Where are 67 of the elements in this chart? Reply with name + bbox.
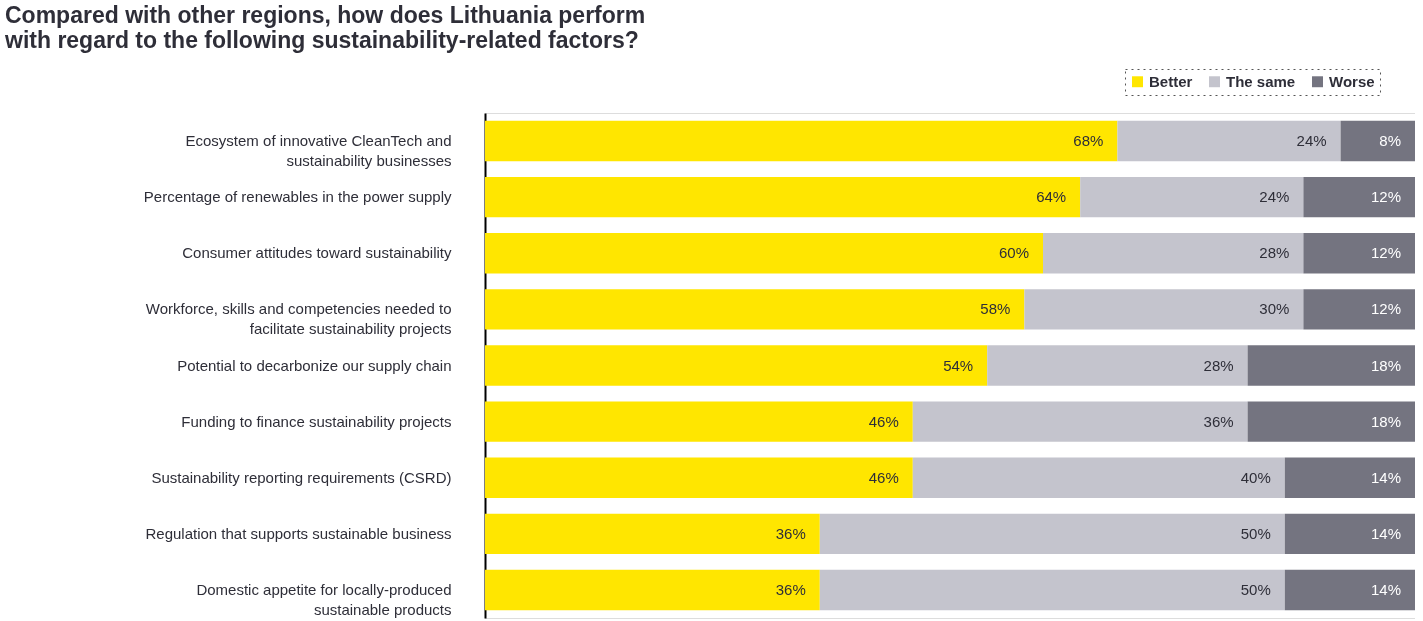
bar bbox=[1043, 233, 1304, 274]
chart-title: Compared with other regions, how does Lithuania perform with regard to the following sustainability-related factors? bbox=[4, 1, 646, 53]
data-label: 8% bbox=[1379, 132, 1401, 150]
data-label: 36% bbox=[1203, 412, 1234, 430]
y-tick-label: Domestic appetite for locally-produced sustainable products bbox=[196, 580, 452, 618]
bar bbox=[485, 233, 1043, 274]
data-label: 50% bbox=[1240, 580, 1271, 598]
data-label: 46% bbox=[868, 412, 899, 430]
data-label: 24% bbox=[1296, 132, 1327, 150]
bar bbox=[485, 176, 1081, 218]
bar bbox=[1080, 176, 1304, 218]
data-label: 54% bbox=[943, 356, 974, 374]
legend-label: Worse bbox=[1329, 72, 1375, 90]
data-label: 28% bbox=[1259, 244, 1290, 262]
bar bbox=[819, 513, 1285, 555]
y-tick-label: Potential to decarbonize our supply chain bbox=[177, 356, 452, 374]
data-label: 36% bbox=[775, 524, 806, 542]
bar bbox=[987, 345, 1248, 386]
data-label: 40% bbox=[1240, 468, 1271, 486]
bar bbox=[1284, 457, 1415, 498]
legend-label: The same bbox=[1226, 72, 1296, 90]
y-tick-label: Consumer attitudes toward sustainability bbox=[182, 244, 452, 262]
bar bbox=[1284, 569, 1415, 611]
bar bbox=[1303, 233, 1415, 274]
bar bbox=[1303, 289, 1415, 330]
data-label: 60% bbox=[998, 244, 1029, 262]
data-label: 30% bbox=[1259, 300, 1290, 318]
data-label: 50% bbox=[1240, 524, 1271, 542]
data-label: 58% bbox=[980, 300, 1011, 318]
y-tick-label: Workforce, skills and competencies needed to facilitate sustainability projects bbox=[145, 300, 452, 338]
data-label: 14% bbox=[1370, 468, 1401, 486]
legend-label: Better bbox=[1149, 72, 1193, 90]
data-label: 24% bbox=[1259, 188, 1290, 206]
bar bbox=[485, 457, 913, 498]
data-label: 68% bbox=[1073, 132, 1104, 150]
y-tick-label: Regulation that supports sustainable business bbox=[145, 524, 452, 542]
bar bbox=[912, 457, 1285, 498]
bar bbox=[485, 569, 820, 611]
bar bbox=[1024, 289, 1304, 330]
data-label: 18% bbox=[1370, 412, 1401, 430]
data-label: 12% bbox=[1370, 244, 1401, 262]
y-tick-label: Percentage of renewables in the power supply bbox=[143, 188, 452, 206]
bar bbox=[485, 120, 1118, 162]
data-label: 14% bbox=[1370, 580, 1401, 598]
data-label: 14% bbox=[1370, 524, 1401, 542]
bar bbox=[1117, 120, 1341, 162]
bar bbox=[1303, 176, 1415, 218]
data-label: 12% bbox=[1370, 300, 1401, 318]
y-tick-label: Funding to finance sustainability projects bbox=[181, 412, 452, 430]
data-label: 64% bbox=[1036, 188, 1067, 206]
bar bbox=[912, 401, 1248, 442]
y-tick-label: Ecosystem of innovative CleanTech and sustainability businesses bbox=[185, 132, 452, 170]
data-label: 36% bbox=[775, 580, 806, 598]
bar bbox=[485, 401, 913, 442]
data-label: 46% bbox=[868, 468, 899, 486]
data-label: 28% bbox=[1203, 356, 1234, 374]
bar bbox=[1247, 401, 1415, 442]
bar bbox=[1284, 513, 1415, 555]
data-label: 12% bbox=[1370, 188, 1401, 206]
bar bbox=[1340, 120, 1415, 162]
bar bbox=[1247, 345, 1415, 386]
bar bbox=[485, 345, 988, 386]
y-tick-label: Sustainability reporting requirements (CSRD) bbox=[151, 468, 452, 486]
data-label: 18% bbox=[1370, 356, 1401, 374]
bar bbox=[485, 513, 820, 555]
bar bbox=[485, 289, 1025, 330]
bar bbox=[819, 569, 1285, 611]
